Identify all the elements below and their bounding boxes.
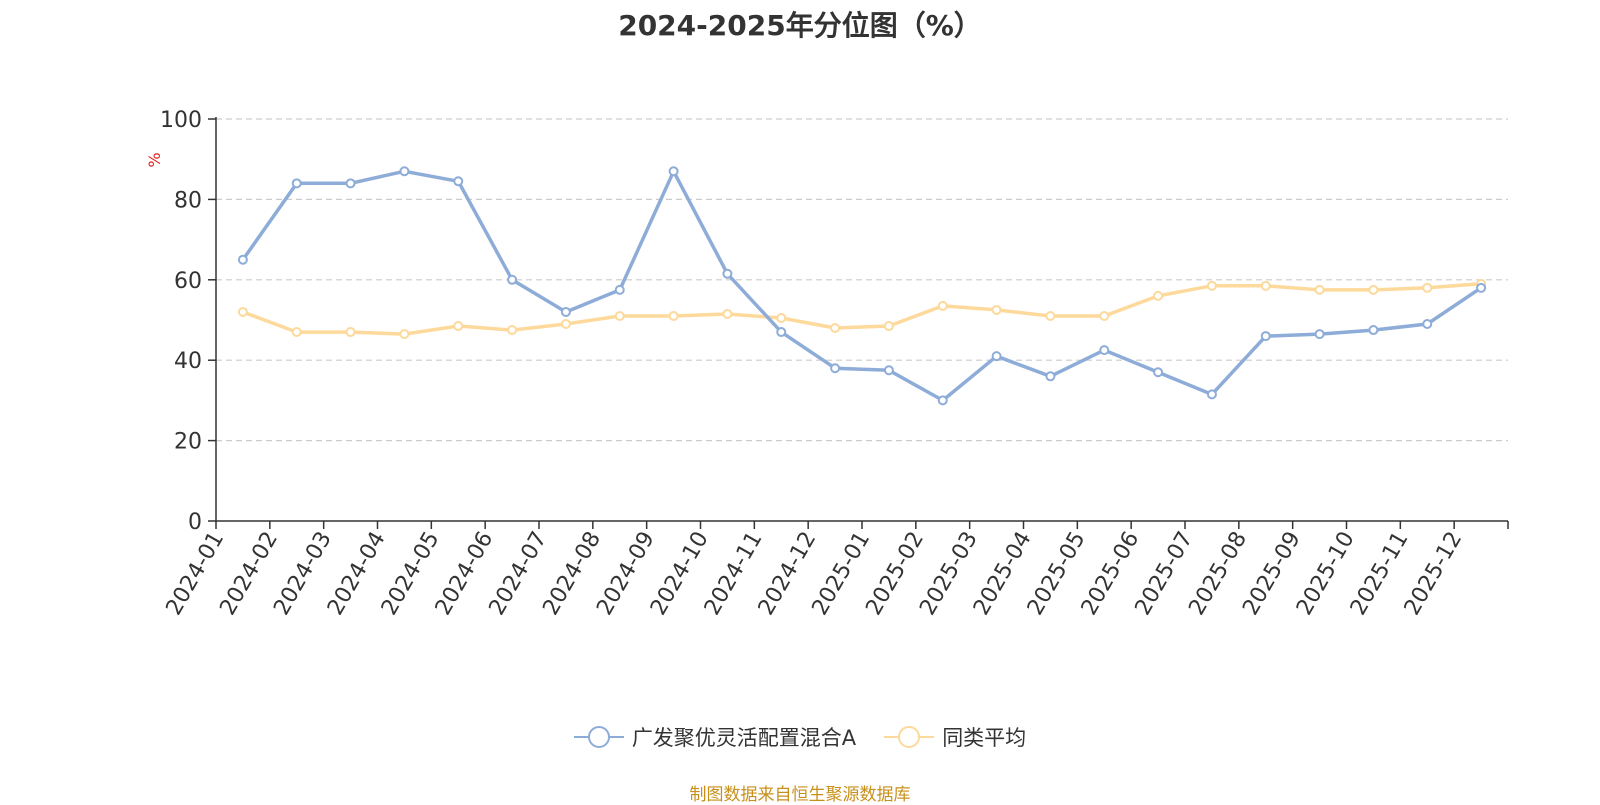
series-line-a (241, 169, 1483, 403)
data-point-a (1153, 367, 1164, 378)
data-point-a (830, 363, 841, 374)
data-point-a (1368, 325, 1379, 336)
data-point-a (291, 178, 302, 189)
source-note: 制图数据来自恒生聚源数据库 (689, 785, 911, 805)
y-tick-label: 0 (188, 510, 202, 535)
chart-title: 2024-2025年分位图（%） (618, 9, 982, 42)
data-point-a (1206, 389, 1217, 400)
data-point-b (1368, 284, 1379, 295)
data-point-a (507, 274, 518, 285)
data-point-a (722, 268, 733, 279)
data-point-b (830, 323, 841, 334)
data-point-a (668, 166, 679, 177)
legend-item-series-b[interactable]: 同类平均 (884, 722, 1026, 752)
legend: 广发聚优灵活配置混合A 同类平均 (0, 722, 1600, 752)
data-point-b (453, 321, 464, 332)
data-point-a (1099, 345, 1110, 356)
data-point-b (1045, 310, 1056, 321)
data-point-a (1260, 331, 1271, 342)
data-point-a (345, 178, 356, 189)
data-point-b (883, 321, 894, 332)
data-point-b (507, 325, 518, 336)
data-point-a (1045, 371, 1056, 382)
y-tick-label: 60 (174, 269, 202, 294)
data-point-b (560, 319, 571, 330)
data-point-a (399, 166, 410, 177)
data-point-b (991, 304, 1002, 315)
y-tick-label: 100 (160, 108, 202, 133)
data-point-a (991, 351, 1002, 362)
legend-item-series-a[interactable]: 广发聚优灵活配置混合A (573, 722, 857, 752)
legend-label-series-b: 同类平均 (942, 726, 1027, 750)
data-point-a (883, 365, 894, 376)
y-tick-label: 20 (174, 430, 202, 455)
data-point-b (937, 300, 948, 311)
data-point-a (1476, 282, 1487, 293)
data-point-b (1153, 290, 1164, 301)
data-point-b (776, 312, 787, 323)
legend-label-series-a: 广发聚优灵活配置混合A (631, 726, 857, 750)
data-point-a (776, 327, 787, 338)
data-point-b (722, 308, 733, 319)
data-point-a (1314, 329, 1325, 340)
data-point-b (399, 329, 410, 340)
data-point-b (668, 310, 679, 321)
y-tick-label: 40 (174, 349, 202, 374)
y-axis-label: % (145, 152, 164, 167)
data-point-a (614, 284, 625, 295)
data-point-b (237, 306, 248, 317)
data-point-a (560, 306, 571, 317)
data-point-b (1422, 282, 1433, 293)
data-point-b (1099, 310, 1110, 321)
y-tick-label: 80 (174, 188, 202, 213)
data-point-a (453, 176, 464, 187)
data-point-a (237, 254, 248, 265)
legend-swatch-series-a-icon (573, 726, 624, 748)
data-point-b (345, 327, 356, 338)
data-point-b (291, 327, 302, 338)
grid-lines (216, 118, 1508, 442)
data-point-a (1422, 319, 1433, 330)
legend-swatch-series-b-icon (884, 726, 935, 748)
series-layer (237, 166, 1487, 406)
data-point-a (937, 395, 948, 406)
data-point-b (1206, 280, 1217, 291)
series-line-b (242, 282, 1482, 336)
data-point-b (614, 310, 625, 321)
data-point-b (1260, 280, 1271, 291)
data-point-b (1314, 284, 1325, 295)
